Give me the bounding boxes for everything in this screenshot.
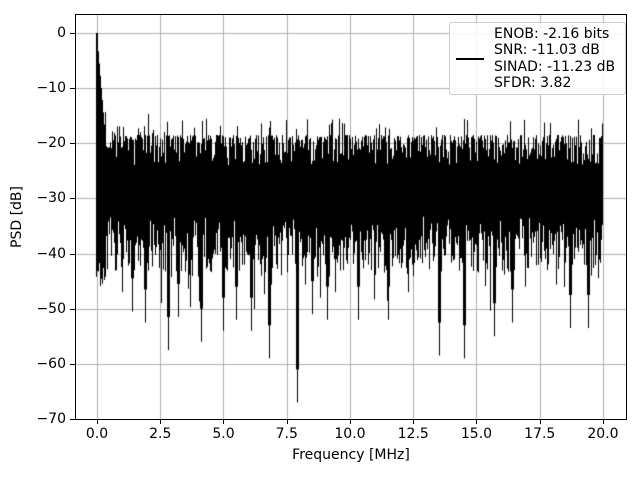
x-tick-mark: [96, 420, 98, 424]
y-tick-label: 0: [57, 24, 66, 41]
y-tick-mark: [70, 143, 75, 145]
x-tick-label: 0.0: [85, 426, 109, 442]
y-tick-label: −20: [36, 135, 66, 152]
y-tick-label: −60: [36, 355, 66, 372]
x-tick-label: 10.0: [334, 426, 366, 442]
y-tick-label: −30: [36, 190, 66, 207]
y-axis-label: PSD [dB]: [9, 186, 25, 248]
x-tick-label: 17.5: [524, 426, 556, 442]
y-tick-mark: [70, 308, 75, 310]
x-tick-mark: [223, 420, 225, 424]
x-tick-label: 20.0: [587, 426, 619, 442]
y-tick-mark: [70, 32, 75, 34]
x-tick-label: 12.5: [397, 426, 429, 442]
y-tick-mark: [70, 363, 75, 365]
x-axis-label: Frequency [MHz]: [292, 447, 410, 463]
y-tick-label: −50: [36, 300, 66, 317]
x-tick-label: 7.5: [275, 426, 298, 442]
legend-line-sfdr: SFDR: 3.82: [494, 74, 572, 91]
y-tick-mark: [70, 253, 75, 255]
y-tick-mark: [70, 88, 75, 90]
x-tick-mark: [476, 420, 478, 424]
x-tick-mark: [349, 420, 351, 424]
x-tick-mark: [602, 420, 604, 424]
x-tick-mark: [413, 420, 415, 424]
x-tick-mark: [160, 420, 162, 424]
x-tick-mark: [539, 420, 541, 424]
legend: ENOB: -2.16 bits SNR: -11.03 dB SINAD: -…: [449, 22, 626, 96]
legend-line-enob: ENOB: -2.16 bits: [494, 26, 610, 42]
legend-line-sinad: SINAD: -11.23 dB: [494, 58, 616, 75]
x-tick-label: 2.5: [149, 426, 172, 442]
legend-line-sample-icon: [456, 57, 484, 60]
x-tick-label: 15.0: [460, 426, 493, 442]
y-tick-label: −40: [36, 245, 66, 262]
y-tick-label: −10: [36, 80, 66, 97]
y-tick-mark: [70, 419, 75, 420]
legend-line-snr: SNR: -11.03 dB: [494, 42, 600, 59]
y-tick-label: −70: [36, 411, 66, 427]
legend-text: ENOB: -2.16 bits SNR: -11.03 dB SINAD: -…: [494, 26, 615, 91]
y-tick-mark: [70, 198, 75, 200]
x-tick-mark: [286, 420, 288, 424]
x-tick-label: 5.0: [212, 426, 235, 442]
